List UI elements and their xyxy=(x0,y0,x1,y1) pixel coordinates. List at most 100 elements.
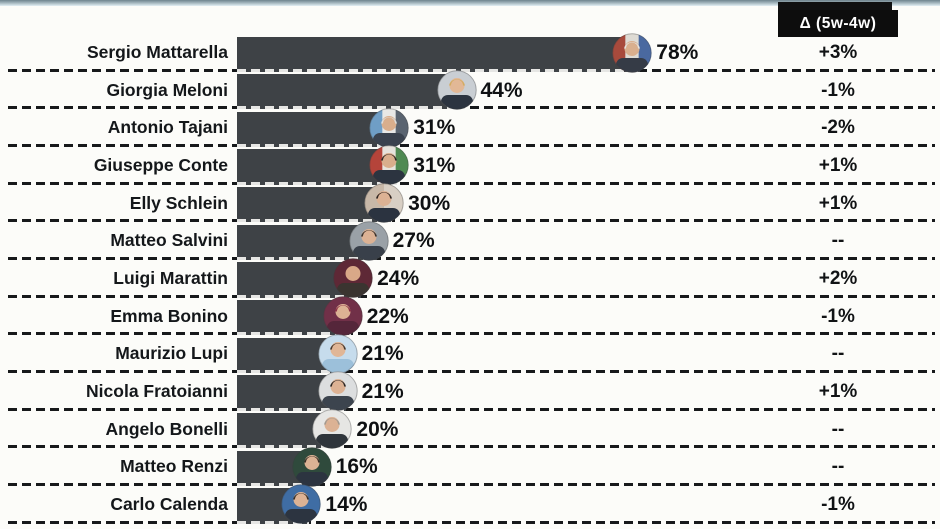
delta-value: +1% xyxy=(818,154,858,176)
chart-row: Giuseppe Conte 31% +1% xyxy=(0,145,940,186)
avatar-icon xyxy=(281,484,322,525)
avatar-icon xyxy=(291,447,332,487)
delta-column-top-border xyxy=(778,2,892,10)
chart-row: Angelo Bonelli 20% -- xyxy=(0,409,940,449)
politician-name: Maurizio Lupi xyxy=(115,343,228,364)
approval-value: 21% xyxy=(361,342,404,366)
approval-value: 30% xyxy=(408,191,451,215)
approval-value: 78% xyxy=(656,41,699,64)
chart-rows: Sergio Mattarella 78% +3% Giorgia Meloni 4… xyxy=(0,32,940,525)
bar-bottom-dashes xyxy=(237,219,393,223)
row-separator-dashed-line xyxy=(8,143,935,147)
approval-value: 31% xyxy=(413,153,456,177)
approval-value: 24% xyxy=(377,266,420,290)
approval-value: 31% xyxy=(413,116,456,140)
politician-avatar xyxy=(291,447,332,487)
row-separator-dashed-line xyxy=(8,520,935,524)
avatar-icon xyxy=(333,258,373,299)
politician-name: Elly Schlein xyxy=(129,192,228,213)
delta-value: +2% xyxy=(818,267,858,289)
approval-value: 20% xyxy=(356,417,399,441)
delta-value: -1% xyxy=(821,493,855,515)
politician-avatar xyxy=(436,70,477,110)
bar-bottom-dashes xyxy=(237,68,641,72)
approval-bar xyxy=(237,74,465,110)
avatar-icon xyxy=(612,32,652,73)
chart-row: Carlo Calenda 14% -1% xyxy=(0,484,940,525)
approval-value: 44% xyxy=(480,78,523,102)
bar-bottom-dashes xyxy=(237,445,341,449)
row-separator-dashed-line xyxy=(8,294,935,298)
approval-value: 22% xyxy=(366,304,409,328)
avatar-icon xyxy=(436,70,477,110)
avatar-icon xyxy=(364,183,404,223)
politician-avatar xyxy=(369,145,409,186)
politician-name: Matteo Renzi xyxy=(120,456,228,477)
politician-name: Luigi Marattin xyxy=(113,267,228,288)
politician-avatar xyxy=(317,334,358,374)
avatar-icon xyxy=(348,221,389,261)
row-separator-dashed-line xyxy=(8,219,935,223)
bar-bottom-dashes xyxy=(237,407,346,411)
politician-name: Giorgia Meloni xyxy=(106,79,228,100)
politician-avatar xyxy=(317,371,358,412)
bar-bottom-dashes xyxy=(237,181,398,185)
politician-avatar xyxy=(612,32,652,73)
approval-value: 16% xyxy=(335,455,378,479)
politician-name: Carlo Calenda xyxy=(110,493,228,514)
approval-value: 14% xyxy=(325,492,368,516)
politician-name: Antonio Tajani xyxy=(107,117,228,138)
politician-name: Angelo Bonelli xyxy=(105,418,229,439)
bar-bottom-dashes xyxy=(237,482,320,486)
chart-row: Giorgia Meloni 44% -1% xyxy=(0,70,940,110)
politician-avatar xyxy=(312,409,353,449)
politician-name: Emma Bonino xyxy=(110,305,228,326)
row-separator-dashed-line xyxy=(8,369,935,373)
politician-name: Nicola Fratoianni xyxy=(86,380,228,401)
chart-row: Sergio Mattarella 78% +3% xyxy=(0,32,940,73)
delta-value: +3% xyxy=(818,42,858,63)
bar-bottom-dashes xyxy=(237,106,465,110)
politician-avatar xyxy=(364,183,404,223)
delta-value: -2% xyxy=(821,117,855,139)
top-border xyxy=(0,0,940,6)
chart-row: Maurizio Lupi 21% -- xyxy=(0,334,940,374)
chart-row: Emma Bonino 22% -1% xyxy=(0,296,940,336)
politician-name: Matteo Salvini xyxy=(110,230,228,251)
row-separator-dashed-line xyxy=(8,332,935,336)
chart-row: Matteo Salvini 27% -- xyxy=(0,221,940,261)
delta-column-header: Δ (5w-4w) xyxy=(778,10,898,37)
delta-value: +1% xyxy=(818,380,858,402)
delta-value: -- xyxy=(831,418,845,440)
avatar-icon xyxy=(322,296,363,336)
politician-name: Giuseppe Conte xyxy=(93,154,228,175)
row-separator-dashed-line xyxy=(8,482,935,486)
politician-avatar xyxy=(369,108,409,148)
politician-avatar xyxy=(348,221,389,261)
chart-row: Antonio Tajani 31% -2% xyxy=(0,108,940,148)
bar-bottom-dashes xyxy=(237,369,346,373)
bar-bottom-dashes xyxy=(237,294,362,298)
delta-value: -1% xyxy=(821,305,855,327)
chart-row: Elly Schlein 30% +1% xyxy=(0,183,940,223)
row-separator-dashed-line xyxy=(8,256,935,260)
row-separator-dashed-line xyxy=(8,181,935,185)
delta-value: -1% xyxy=(821,79,855,101)
avatar-icon xyxy=(312,409,353,449)
row-separator-dashed-line xyxy=(8,407,935,411)
avatar-icon xyxy=(317,371,358,412)
bar-bottom-dashes xyxy=(237,256,377,260)
politician-avatar xyxy=(333,258,373,299)
row-separator-dashed-line xyxy=(8,445,935,449)
chart-row: Nicola Fratoianni 21% +1% xyxy=(0,371,940,412)
bar-bottom-dashes xyxy=(237,143,398,147)
delta-value: -- xyxy=(831,343,845,365)
bar-bottom-dashes xyxy=(237,332,351,336)
approval-value: 27% xyxy=(392,229,435,253)
approval-bar xyxy=(237,36,641,72)
chart-row: Matteo Renzi 16% -- xyxy=(0,447,940,487)
delta-value: -- xyxy=(831,456,845,478)
bar-bottom-dashes xyxy=(237,520,310,524)
politician-name: Sergio Mattarella xyxy=(86,42,228,62)
